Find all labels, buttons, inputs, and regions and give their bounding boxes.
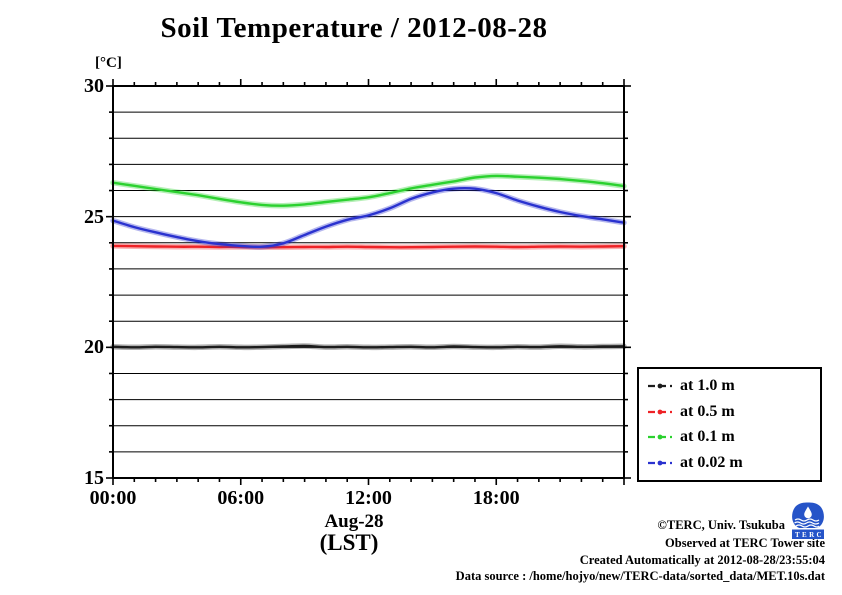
legend-dot bbox=[657, 383, 663, 389]
legend-marker-icon bbox=[648, 460, 672, 466]
x-tick-label-0000: 00:00 bbox=[89, 487, 137, 509]
legend-dot bbox=[657, 409, 663, 415]
footer-datasource: Data source : /home/hojyo/new/TERC-data/… bbox=[455, 569, 825, 583]
x-axis-date-label: Aug-28 bbox=[324, 511, 384, 532]
series-lines bbox=[110, 173, 627, 351]
series-line-3 bbox=[111, 187, 626, 249]
series-line-2 bbox=[111, 174, 626, 207]
y-axis-unit-label: [°C] bbox=[95, 55, 122, 71]
y-tick-label-15: 15 bbox=[84, 467, 104, 489]
x-tick-label-1800: 18:00 bbox=[472, 487, 520, 509]
legend-item-2: at 0.1 m bbox=[647, 425, 820, 449]
wave-line-3 bbox=[795, 524, 820, 528]
footer-site: Observed at TERC Tower site bbox=[665, 536, 825, 550]
y-tick-label-20: 20 bbox=[84, 336, 104, 359]
axes-frame-and-ticks bbox=[106, 79, 631, 485]
legend-item-1: at 0.5 m bbox=[647, 400, 820, 424]
footer-copyright: ©TERC, Univ. Tsukuba bbox=[657, 518, 785, 532]
legend-marker-icon bbox=[648, 434, 672, 440]
legend-label: at 0.1 m bbox=[680, 428, 735, 446]
x-tick-label-1200: 12:00 bbox=[345, 487, 392, 509]
footer-created: Created Automatically at 2012-08-28/23:5… bbox=[579, 553, 825, 567]
terc-logo-band bbox=[792, 529, 824, 539]
legend: at 1.0 m at 0.5 m at 0.1 m at 0.02 m bbox=[637, 367, 822, 482]
legend-dot bbox=[657, 460, 663, 466]
y-tick-label-30: 30 bbox=[84, 75, 104, 97]
legend-item-0: at 1.0 m bbox=[647, 374, 820, 398]
legend-dot bbox=[657, 434, 663, 440]
series-line-1 bbox=[111, 244, 626, 249]
plot-frame bbox=[112, 85, 625, 479]
legend-marker-icon bbox=[648, 409, 672, 415]
gridlines bbox=[113, 111, 624, 453]
terc-logo: TERC bbox=[792, 502, 824, 539]
chart-title: Soil Temperature / 2012-08-28 bbox=[160, 12, 548, 44]
y-tick-label-25: 25 bbox=[84, 205, 104, 228]
x-axis-timezone-label: (LST) bbox=[319, 530, 379, 555]
series-line-0 bbox=[111, 344, 626, 349]
legend-label: at 0.02 m bbox=[680, 454, 743, 472]
legend-marker-icon bbox=[648, 383, 672, 389]
x-tick-label-0600: 06:00 bbox=[217, 487, 265, 509]
terc-logo-text: TERC bbox=[795, 531, 824, 539]
water-drop-icon bbox=[804, 506, 812, 519]
legend-label: at 1.0 m bbox=[680, 376, 735, 394]
wave-line-1 bbox=[794, 518, 820, 522]
wave-line-2 bbox=[794, 521, 820, 525]
legend-label: at 0.5 m bbox=[680, 402, 735, 420]
legend-item-3: at 0.02 m bbox=[647, 451, 820, 475]
